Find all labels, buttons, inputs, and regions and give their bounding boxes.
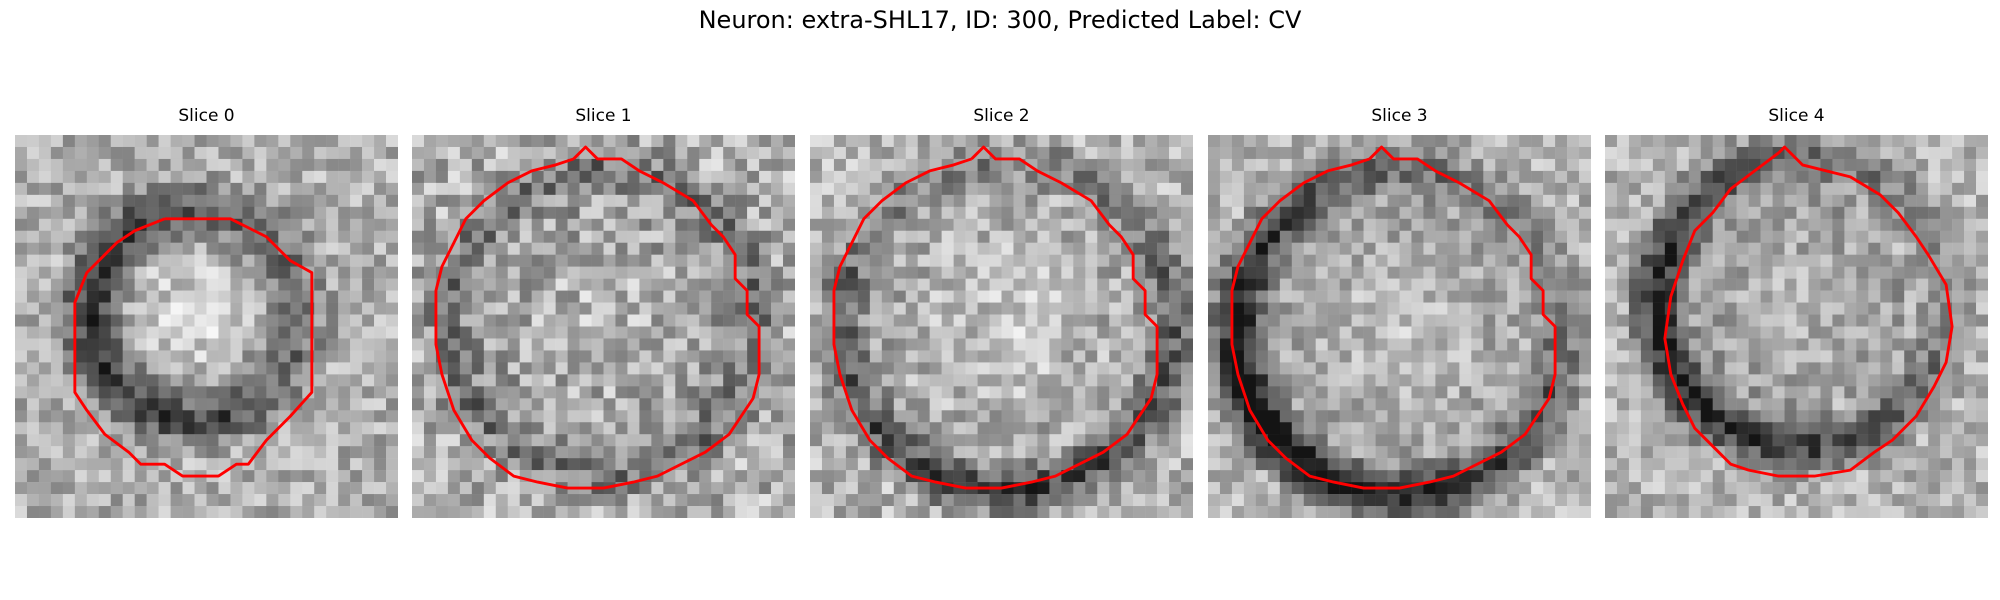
segmentation-contour [73,217,314,478]
slice-image [810,135,1193,518]
slice-title: Slice 0 [178,106,235,126]
slice-title: Slice 1 [575,106,632,126]
segmentation-contour [1663,145,1954,478]
slice-image [412,135,795,518]
slice-title: Slice 3 [1371,106,1428,126]
slice-image [1208,135,1591,518]
slice-image [1605,135,1988,518]
segmentation-contour [434,145,761,490]
pixel-grid [810,135,1193,518]
slice-title: Slice 4 [1768,106,1825,126]
figure-title: Neuron: extra-SHL17, ID: 300, Predicted … [698,6,1302,34]
pixel-grid [1605,135,1988,518]
slice-image [15,135,398,518]
pixel-grid [1208,135,1591,518]
pixel-grid [412,135,795,518]
segmentation-contour [1230,145,1557,490]
slice-title: Slice 2 [973,106,1030,126]
pixel-grid [15,135,398,518]
segmentation-contour [832,145,1159,490]
